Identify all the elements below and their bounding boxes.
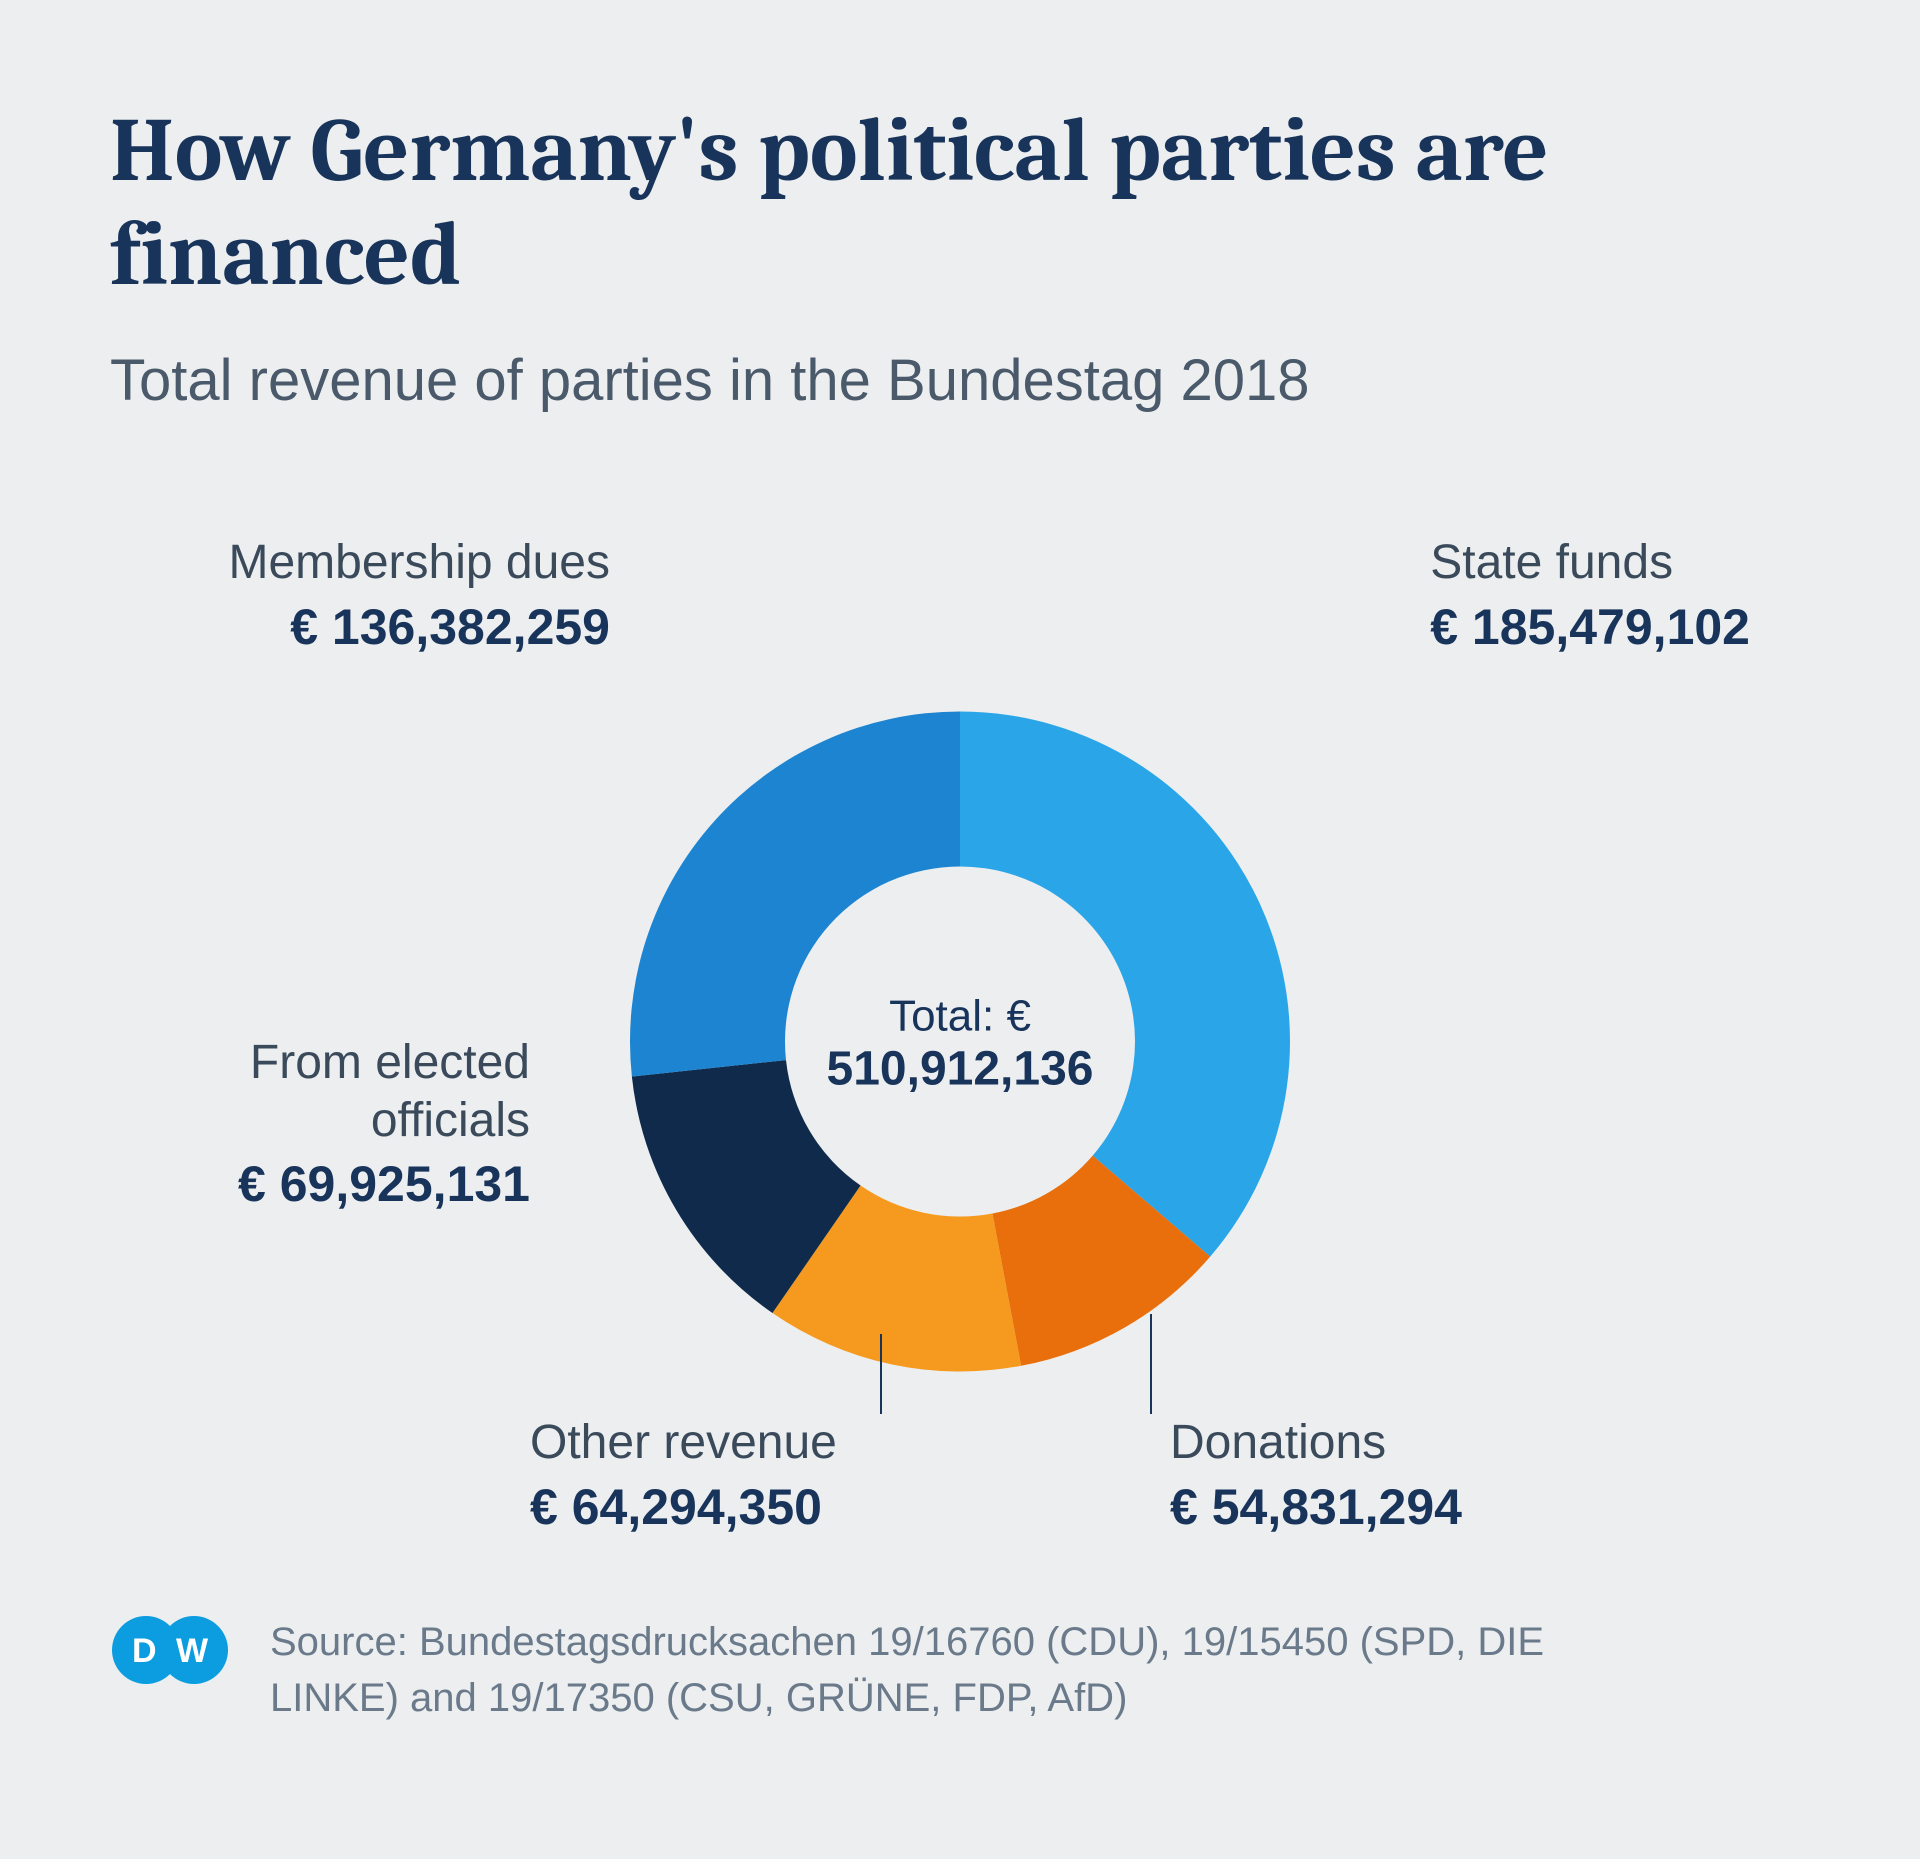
donut-center-label: Total: € 510,912,136 — [827, 992, 1094, 1097]
center-prefix: Total: € — [827, 992, 1094, 1042]
page-subtitle: Total revenue of parties in the Bundesta… — [110, 347, 1810, 414]
donut-chart: Total: € 510,912,136 State funds € 185,4… — [110, 494, 1810, 1594]
segment-name: Other revenue — [530, 1414, 837, 1472]
segment-name: Membership dues — [150, 534, 610, 592]
segment-value: € 54,831,294 — [1170, 1478, 1462, 1536]
segment-name: From electedofficials — [150, 1034, 530, 1149]
label-state-funds: State funds € 185,479,102 — [1430, 534, 1750, 656]
dw-logo-icon: D W — [110, 1614, 230, 1686]
footer: D W Source: Bundestagsdrucksachen 19/167… — [110, 1614, 1810, 1726]
leader-line — [1150, 1314, 1152, 1414]
page-title: How Germany's political parties are fina… — [110, 100, 1810, 307]
svg-text:W: W — [176, 1632, 209, 1670]
segment-name: Donations — [1170, 1414, 1462, 1472]
svg-text:D: D — [132, 1632, 157, 1670]
source-text: Source: Bundestagsdrucksachen 19/16760 (… — [270, 1614, 1670, 1726]
donut-segment — [960, 712, 1290, 1257]
leader-line — [880, 1334, 882, 1414]
label-donations: Donations € 54,831,294 — [1170, 1414, 1462, 1536]
segment-value: € 69,925,131 — [150, 1155, 530, 1213]
segment-value: € 185,479,102 — [1430, 598, 1750, 656]
label-other-revenue: Other revenue € 64,294,350 — [530, 1414, 837, 1536]
segment-name: State funds — [1430, 534, 1750, 592]
segment-value: € 136,382,259 — [150, 598, 610, 656]
label-elected-officials: From electedofficials € 69,925,131 — [150, 1034, 530, 1213]
center-value: 510,912,136 — [827, 1042, 1094, 1097]
label-membership-dues: Membership dues € 136,382,259 — [150, 534, 610, 656]
segment-value: € 64,294,350 — [530, 1478, 837, 1536]
